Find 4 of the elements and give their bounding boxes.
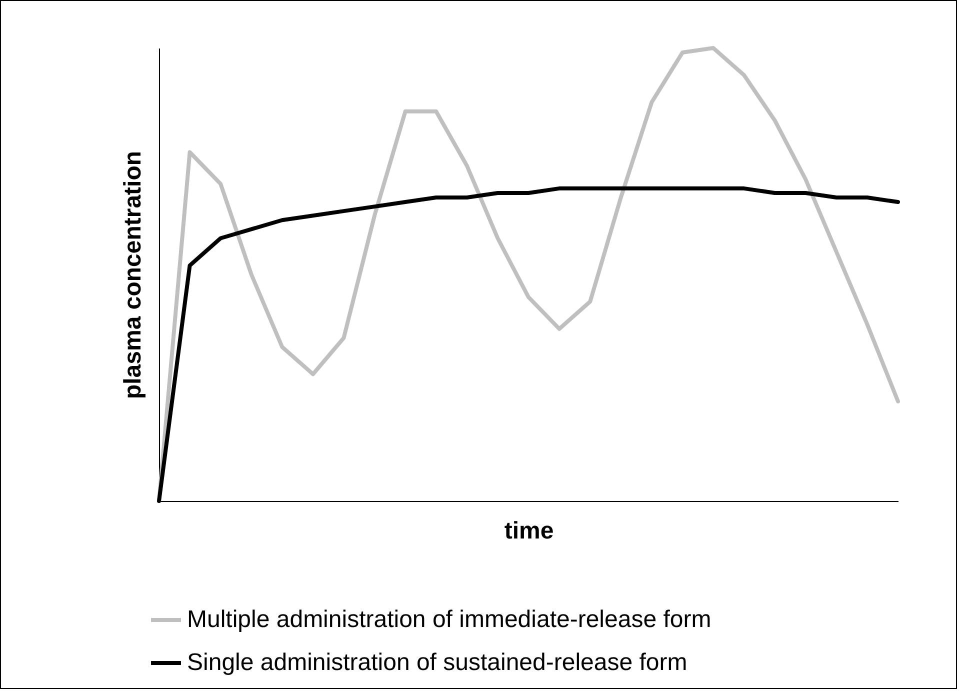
legend-label: Multiple administration of immediate-release form (187, 606, 712, 633)
legend-label: Single administration of sustained-release form (187, 649, 688, 676)
y-axis-title: plasma concentration (120, 150, 146, 400)
x-axis-title: time (504, 518, 554, 544)
